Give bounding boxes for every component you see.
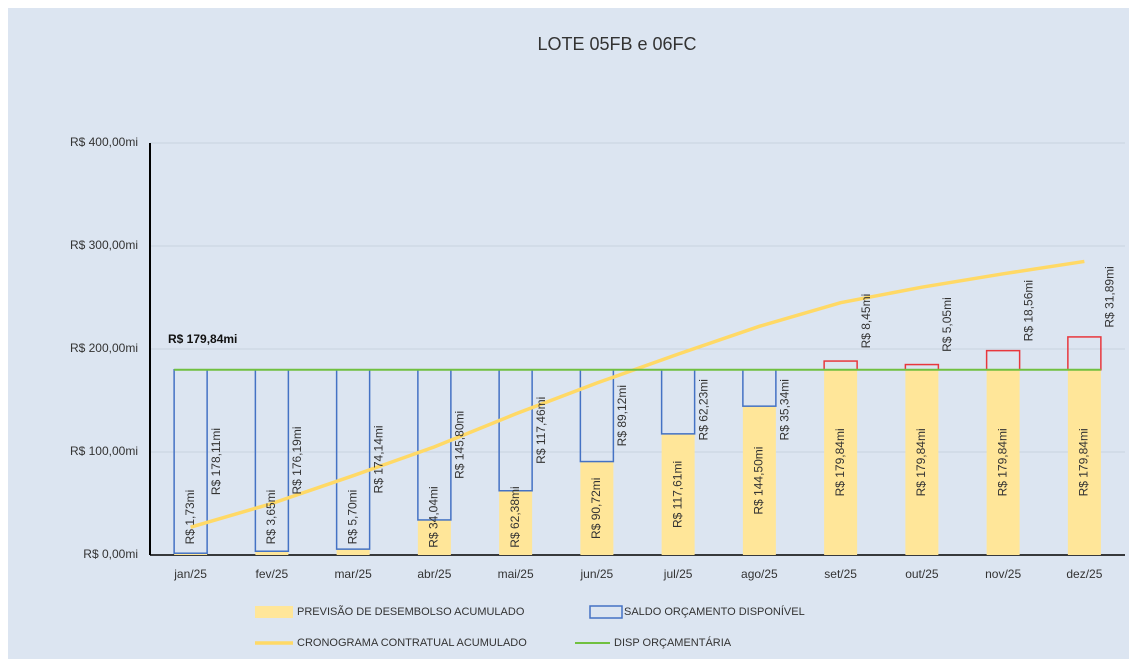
data-label: R$ 179,84mi	[914, 428, 928, 496]
x-tick-label: ago/25	[741, 567, 778, 581]
reference-label: R$ 179,84mi	[168, 332, 237, 346]
bar	[174, 553, 208, 555]
bar	[824, 369, 858, 555]
bar	[905, 369, 939, 555]
x-tick-label: mai/25	[498, 567, 534, 581]
data-label: R$ 1,73mi	[183, 490, 197, 545]
data-label: R$ 18,56mi	[1021, 280, 1035, 341]
data-label: R$ 176,19mi	[290, 426, 304, 494]
bar	[661, 433, 695, 555]
data-label: R$ 144,50mi	[752, 447, 766, 515]
bar	[336, 549, 370, 555]
legend-label: DISP ORÇAMENTÁRIA	[614, 636, 732, 649]
bar	[499, 490, 533, 555]
data-label: R$ 117,61mi	[670, 461, 684, 528]
data-label: R$ 31,89mi	[1103, 266, 1117, 327]
x-tick-label: fev/25	[256, 567, 289, 581]
data-label: R$ 5,05mi	[940, 297, 954, 352]
data-label: R$ 179,84mi	[833, 428, 847, 496]
chart-title: LOTE 05FB e 06FC	[537, 34, 696, 54]
x-tick-label: set/25	[824, 567, 857, 581]
bar	[1067, 369, 1101, 555]
data-label: R$ 179,84mi	[1077, 428, 1091, 496]
bar	[986, 369, 1020, 555]
legend-label: CRONOGRAMA CONTRATUAL ACUMULADO	[297, 637, 527, 649]
y-tick-label: R$ 100,00mi	[70, 444, 138, 458]
data-label: R$ 89,12mi	[615, 385, 629, 446]
line	[190, 259, 1085, 529]
bar	[255, 551, 289, 555]
bar	[580, 461, 614, 555]
data-label: R$ 90,72mi	[589, 478, 603, 539]
legend-label: PREVISÃO DE DESEMBOLSO ACUMULADO	[297, 605, 525, 618]
data-label: R$ 35,34mi	[778, 379, 792, 440]
data-label: R$ 34,04mi	[427, 486, 441, 547]
chart-background	[8, 8, 1129, 659]
bar	[417, 519, 451, 555]
legend-label: SALDO ORÇAMENTO DISPONÍVEL	[624, 605, 805, 618]
data-label: R$ 179,84mi	[995, 428, 1009, 496]
data-label: R$ 62,38mi	[508, 486, 522, 547]
x-tick-label: jun/25	[580, 567, 614, 581]
y-tick-label: R$ 300,00mi	[70, 238, 138, 252]
x-tick-label: mar/25	[334, 567, 372, 581]
x-tick-label: dez/25	[1066, 567, 1102, 581]
data-label: R$ 145,80mi	[453, 411, 467, 479]
legend-swatch	[589, 605, 623, 619]
data-label: R$ 62,23mi	[696, 379, 710, 440]
legend-swatch	[255, 606, 293, 618]
data-label: R$ 3,65mi	[264, 490, 278, 545]
x-tick-label: jul/25	[663, 567, 693, 581]
y-tick-label: R$ 200,00mi	[70, 341, 138, 355]
data-label: R$ 117,46mi	[534, 397, 548, 464]
data-label: R$ 5,70mi	[345, 490, 359, 545]
data-label: R$ 8,45mi	[859, 294, 873, 349]
y-tick-label: R$ 0,00mi	[83, 547, 138, 561]
y-tick-label: R$ 400,00mi	[70, 135, 138, 149]
x-tick-label: jan/25	[173, 567, 207, 581]
bar	[742, 406, 776, 555]
x-tick-label: abr/25	[417, 567, 451, 581]
data-label: R$ 174,14mi	[371, 425, 385, 493]
x-tick-label: out/25	[905, 567, 939, 581]
x-tick-label: nov/25	[985, 567, 1021, 581]
data-label: R$ 178,11mi	[209, 428, 223, 495]
